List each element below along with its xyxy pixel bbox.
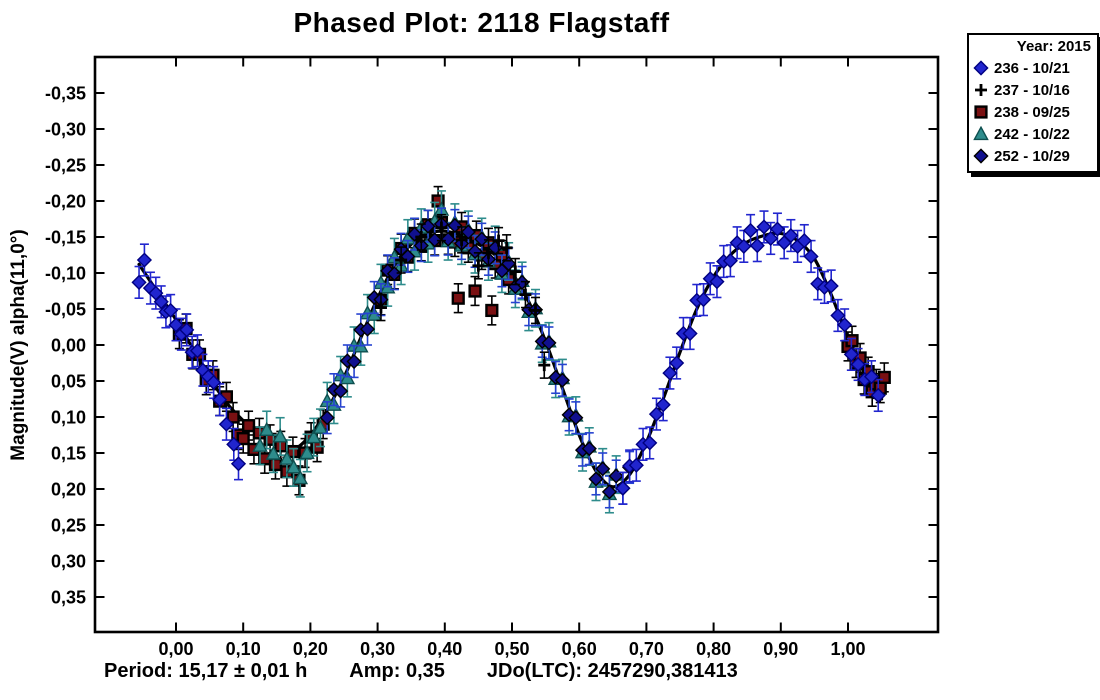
y-tick-label: 0,30 xyxy=(51,552,86,572)
y-tick-label: -0,20 xyxy=(45,192,86,212)
jdo-text: JDo(LTC): 2457290,381413 xyxy=(486,660,738,682)
x-tick-label: 0,70 xyxy=(629,639,664,659)
triangle-icon xyxy=(973,126,989,141)
series-237 xyxy=(374,213,551,379)
markers-237 xyxy=(374,221,551,372)
y-tick-label: -0,35 xyxy=(45,84,86,104)
markers-242 xyxy=(252,201,624,501)
square-icon xyxy=(974,105,988,119)
y-tick-label: 0,15 xyxy=(51,444,86,464)
legend: Year: 2015 236 - 10/21 237 - 10/16 238 - 0… xyxy=(967,33,1099,173)
x-tick-label: 0,90 xyxy=(763,639,798,659)
y-tick-label: 0,25 xyxy=(51,516,86,536)
chart-title: Phased Plot: 2118 Flagstaff xyxy=(293,7,670,38)
x-axis-ticks: 0,00 0,10 0,20 0,30 0,40 0,50 0,60 0,70 0,80 0,90… xyxy=(158,58,866,659)
y-tick-label: -0,25 xyxy=(45,156,86,176)
legend-entry-label: 242 - 10/22 xyxy=(994,125,1070,143)
y-tick-label: 0,00 xyxy=(51,336,86,356)
y-tick-label: 0,35 xyxy=(51,588,86,608)
period-text: Period: 15,17 ± 0,01 h xyxy=(104,660,308,682)
legend-entry-252: 252 - 10/29 xyxy=(973,145,1094,167)
x-tick-label: 0,80 xyxy=(696,639,731,659)
y-tick-label: 0,10 xyxy=(51,408,86,428)
legend-entries: 236 - 10/21 237 - 10/16 238 - 09/25 242 - 1… xyxy=(973,57,1094,167)
diamond-icon xyxy=(973,60,989,76)
legend-entry-label: 238 - 09/25 xyxy=(994,103,1070,121)
y-tick-label: 0,05 xyxy=(51,372,86,392)
plot-generated: 0,00 0,10 0,20 0,30 0,40 0,50 0,60 0,70 0,80 0,90… xyxy=(45,55,940,659)
plus-icon xyxy=(975,84,987,96)
x-tick-label: 0,50 xyxy=(494,639,529,659)
x-tick-label: 0,20 xyxy=(293,639,328,659)
legend-entry-238: 238 - 09/25 xyxy=(973,101,1094,123)
markers-252 xyxy=(319,216,638,500)
legend-header: Year: 2015 xyxy=(1016,38,1091,55)
y-tick-label: 0,20 xyxy=(51,480,86,500)
y-tick-label: -0,30 xyxy=(45,120,86,140)
amplitude-text: Amp: 0,35 xyxy=(349,660,445,682)
diamond-icon xyxy=(973,148,989,164)
plot-box xyxy=(93,55,940,634)
legend-entry-label: 236 - 10/21 xyxy=(994,59,1070,77)
y-axis-title: Magnitude(V) alpha(11,0°) xyxy=(8,229,29,460)
legend-entry-237: 237 - 10/16 xyxy=(973,79,1094,101)
legend-entry-242: 242 - 10/22 xyxy=(973,123,1094,145)
x-tick-label: 0,00 xyxy=(158,639,193,659)
error-bars-237 xyxy=(376,213,549,379)
y-tick-label: -0,05 xyxy=(45,300,86,320)
x-tick-label: 0,40 xyxy=(427,639,462,659)
x-tick-label: 1,00 xyxy=(830,639,865,659)
x-tick-label: 0,10 xyxy=(226,639,261,659)
series-236 xyxy=(131,210,886,505)
legend-entry-label: 237 - 10/16 xyxy=(994,81,1070,99)
footer-annotation: Period: 15,17 ± 0,01 h Amp: 0,35 JDo(LTC… xyxy=(104,660,738,683)
y-tick-label: -0,15 xyxy=(45,228,86,248)
y-tick-label: -0,10 xyxy=(45,264,86,284)
legend-entry-236: 236 - 10/21 xyxy=(973,57,1094,79)
x-tick-label: 0,60 xyxy=(562,639,597,659)
x-tick-label: 0,30 xyxy=(360,639,395,659)
markers-236 xyxy=(131,219,886,496)
y-axis-ticks: -0,35 -0,30 -0,25 -0,20 -0,15 -0,10 -0,05 0,00 0… xyxy=(45,84,937,608)
legend-entry-label: 252 - 10/29 xyxy=(994,147,1070,165)
